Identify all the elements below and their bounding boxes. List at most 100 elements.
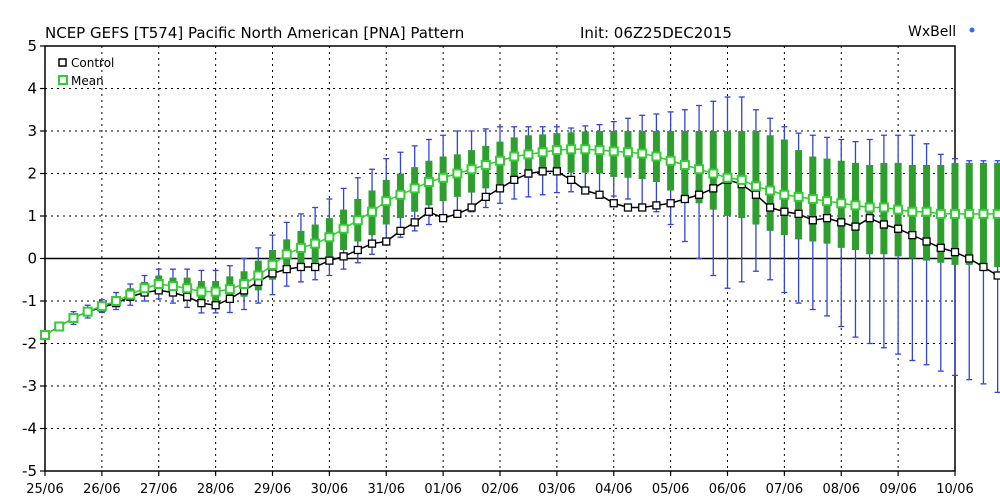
x-tick-label: 25/06 xyxy=(26,482,63,497)
control-point xyxy=(794,209,803,219)
mean-point xyxy=(893,204,904,215)
y-tick-label: 4 xyxy=(27,80,37,98)
control-point xyxy=(197,298,206,308)
control-point xyxy=(211,301,220,310)
control-point xyxy=(325,256,334,265)
control-point xyxy=(225,294,234,304)
mean-point xyxy=(111,296,122,306)
mean-point xyxy=(210,286,221,297)
control-point xyxy=(410,218,419,227)
x-tick-label: 30/06 xyxy=(311,482,348,497)
control-point xyxy=(311,262,320,272)
x-tick-label: 27/06 xyxy=(140,482,177,497)
x-tick-label: 01/06 xyxy=(424,482,461,497)
mean-point xyxy=(679,160,690,170)
mean-point xyxy=(750,181,761,192)
control-point xyxy=(495,184,505,193)
mean-point xyxy=(495,155,505,166)
mean-point xyxy=(523,149,534,160)
control-point xyxy=(296,262,306,272)
mean-point xyxy=(736,174,747,185)
legend-mean-marker xyxy=(58,75,68,85)
brand-logo: WxBell xyxy=(908,24,956,40)
control-point xyxy=(581,186,590,195)
mean-point xyxy=(765,185,776,196)
control-point xyxy=(666,199,675,208)
mean-point xyxy=(196,286,207,297)
control-point xyxy=(908,230,917,240)
mean-point xyxy=(40,330,50,340)
control-point xyxy=(694,190,704,199)
mean-point xyxy=(324,232,335,243)
control-point xyxy=(751,190,761,199)
control-point xyxy=(638,203,647,212)
control-point xyxy=(865,213,874,223)
mean-point xyxy=(367,206,378,217)
mean-point xyxy=(992,208,1000,219)
mean-point xyxy=(850,200,861,211)
x-tick-label: 10/06 xyxy=(936,482,973,497)
mean-point xyxy=(950,208,960,219)
control-point xyxy=(367,239,377,248)
mean-point xyxy=(779,189,790,200)
legend-control-label: Control xyxy=(71,56,114,70)
control-point xyxy=(837,218,846,227)
control-point xyxy=(950,247,960,257)
control-point xyxy=(510,175,519,185)
control-point xyxy=(353,245,362,255)
control-point xyxy=(879,220,889,229)
control-point xyxy=(808,216,817,225)
mean-point xyxy=(352,215,363,226)
mean-point xyxy=(267,259,278,270)
legend-mean-label: Mean xyxy=(71,74,104,88)
mean-point xyxy=(167,281,178,292)
y-tick-label: 2 xyxy=(27,165,37,183)
control-point xyxy=(453,209,462,219)
ensemble-box xyxy=(766,135,774,231)
y-tick-label: 1 xyxy=(27,207,37,225)
mean-point xyxy=(480,160,491,170)
y-tick-label: 3 xyxy=(27,122,37,140)
control-point xyxy=(965,254,974,263)
mean-point xyxy=(125,289,136,300)
x-tick-label: 31/06 xyxy=(368,482,405,497)
mean-point xyxy=(878,202,889,213)
y-tick-label: 0 xyxy=(27,250,37,268)
mean-point xyxy=(438,172,449,183)
control-point xyxy=(680,194,689,204)
mean-point xyxy=(964,208,975,219)
mean-point xyxy=(509,151,520,162)
mean-point xyxy=(836,198,847,209)
mean-point xyxy=(921,206,932,217)
control-point xyxy=(709,184,718,193)
mean-point xyxy=(224,284,235,295)
mean-point xyxy=(907,206,918,217)
control-point xyxy=(382,237,391,246)
control-point xyxy=(467,203,476,212)
control-point xyxy=(339,252,348,261)
control-point xyxy=(979,262,988,272)
y-tick-label: 5 xyxy=(27,37,37,55)
x-tick-label: 02/06 xyxy=(481,482,518,497)
control-point xyxy=(481,192,490,202)
legend-control-marker xyxy=(58,58,67,67)
control-point xyxy=(822,213,832,223)
mean-point xyxy=(807,194,818,204)
mean-point xyxy=(281,249,292,260)
y-tick-label: -4 xyxy=(22,420,37,438)
control-point xyxy=(183,292,192,301)
y-tick-label: -1 xyxy=(22,292,37,310)
brand-dot xyxy=(969,27,975,33)
mean-point xyxy=(395,189,406,200)
control-point xyxy=(566,175,576,185)
y-tick-label: -2 xyxy=(22,335,37,353)
chart-init-time: Init: 06Z25DEC2015 xyxy=(580,24,732,42)
control-point xyxy=(652,201,661,210)
mean-point xyxy=(423,177,434,187)
ensemble-spread xyxy=(55,96,1000,394)
x-tick-label: 06/06 xyxy=(709,482,746,497)
mean-point xyxy=(793,191,804,202)
control-point xyxy=(552,167,562,176)
control-point xyxy=(623,203,633,212)
